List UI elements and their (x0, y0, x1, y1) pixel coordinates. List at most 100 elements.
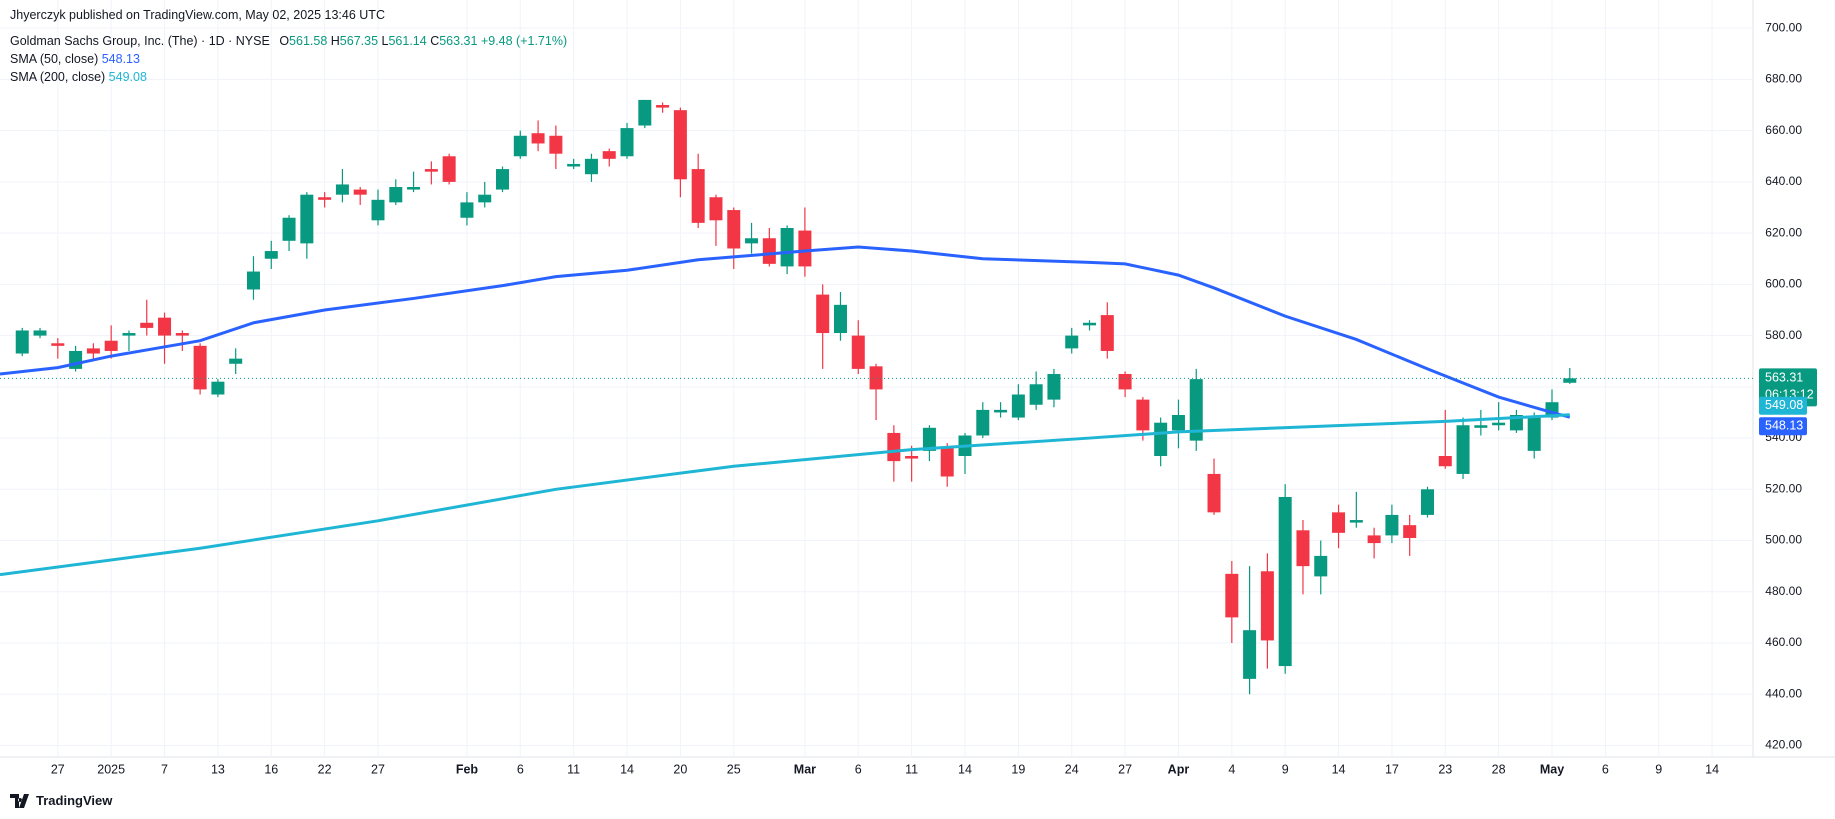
ohlc-label: H (330, 34, 340, 48)
candle-body (1083, 322, 1097, 326)
candle-body (1278, 496, 1292, 667)
candle-body (1367, 535, 1381, 544)
y-tick-label: 640.00 (1765, 174, 1802, 188)
ohlc-label: L (381, 34, 389, 48)
ohlc-value: 563.31 (439, 34, 478, 48)
candle-body (1385, 514, 1399, 536)
candle-body (478, 194, 492, 203)
candle-body (193, 345, 207, 390)
candle-body (691, 169, 705, 223)
y-tick-label: 680.00 (1765, 72, 1802, 86)
candle-body (175, 333, 189, 336)
candle-body (86, 348, 100, 354)
x-tick-label: 14 (958, 762, 972, 776)
candle-body (246, 271, 260, 290)
candle-body (584, 158, 598, 175)
candle-body (1029, 384, 1043, 405)
x-tick-label: 4 (1228, 762, 1235, 776)
candle-body (1189, 379, 1203, 441)
y-tick-label: 600.00 (1765, 277, 1802, 291)
candle-body (1171, 415, 1185, 431)
candle-body (1349, 520, 1363, 523)
y-tick-label: 500.00 (1765, 533, 1802, 547)
y-tick-label: 700.00 (1765, 20, 1802, 34)
candle-body (389, 187, 403, 203)
candle-body (1100, 315, 1114, 351)
candle-body (300, 194, 314, 244)
legend-value: 549.08 (108, 70, 147, 84)
sma-line (0, 413, 1570, 577)
brand: TradingView (36, 793, 113, 808)
price-tag-label: 563.31 (1765, 371, 1803, 385)
sma-line (0, 245, 1571, 419)
x-tick-label: 20 (673, 762, 687, 776)
candle-body (1332, 512, 1346, 533)
sma-tag-label: 549.08 (1765, 398, 1803, 412)
candle-body (371, 199, 385, 221)
candle-body (816, 294, 830, 334)
y-tick-label: 420.00 (1765, 738, 1802, 752)
candle-body (656, 105, 670, 108)
x-tick-label: Feb (456, 762, 479, 776)
y-tick-label: 580.00 (1765, 328, 1802, 342)
x-tick-label: Mar (794, 762, 816, 776)
candle-body (762, 238, 776, 264)
candle-body (1207, 473, 1221, 513)
x-tick-label: 6 (517, 762, 524, 776)
candle-body (709, 197, 723, 221)
x-tick-label: 6 (855, 762, 862, 776)
candle-body (1563, 378, 1577, 383)
candle-body (905, 455, 919, 459)
y-tick-label: 480.00 (1765, 584, 1802, 598)
candle-body (673, 110, 687, 180)
candle-body (424, 169, 438, 172)
candle-body (353, 189, 367, 195)
header: Jhyerczyk published on TradingView.com, … (10, 6, 567, 86)
x-tick-label: 2025 (97, 762, 125, 776)
candle-body (1527, 417, 1541, 451)
x-tick-label: 11 (905, 762, 918, 776)
candle-body (1420, 489, 1434, 515)
symbol: Goldman Sachs Group, Inc. (The) · 1D · N… (10, 34, 270, 48)
footer: TradingView (10, 793, 112, 808)
candle-body (1136, 399, 1150, 431)
ohlc-label: C (430, 34, 440, 48)
x-tick-label: 6 (1602, 762, 1609, 776)
ohlc-label: O (279, 34, 290, 48)
legend-entry: SMA (200, close) 549.08 (10, 68, 567, 86)
candle-body (620, 128, 634, 157)
x-tick-label: 7 (161, 762, 168, 776)
candle-body (335, 184, 349, 195)
x-tick-label: 17 (1385, 762, 1399, 776)
candle-body (1065, 335, 1079, 349)
candle-body (282, 217, 296, 241)
candle-body (851, 335, 865, 369)
ohlc-value: 561.58 (289, 34, 328, 48)
candle-body (940, 448, 954, 477)
sma-tag (1759, 396, 1807, 415)
legend-name: SMA (200, close) (10, 70, 106, 84)
candle-body (1260, 571, 1274, 641)
candle-body (1492, 422, 1506, 426)
candle-body (994, 409, 1008, 413)
y-tick-label: 660.00 (1765, 123, 1802, 137)
candle-body (1296, 530, 1310, 567)
ohlc-value: 561.14 (388, 34, 427, 48)
x-tick-label: May (1540, 762, 1564, 776)
x-tick-label: 27 (371, 762, 385, 776)
candle-body (104, 340, 118, 351)
candle-body (1225, 573, 1239, 618)
candle-body (1456, 425, 1470, 474)
y-tick-label: 440.00 (1765, 686, 1802, 700)
legend-entry: SMA (50, close) 548.13 (10, 50, 567, 68)
candle-body (1154, 422, 1168, 456)
candle-body (1243, 630, 1257, 679)
candle-body (158, 317, 172, 336)
x-tick-label: 9 (1282, 762, 1289, 776)
candle-body (531, 133, 545, 144)
candle-body (549, 135, 563, 154)
candle-body (727, 210, 741, 249)
x-tick-label: 22 (318, 762, 332, 776)
candle-body (1403, 525, 1417, 538)
